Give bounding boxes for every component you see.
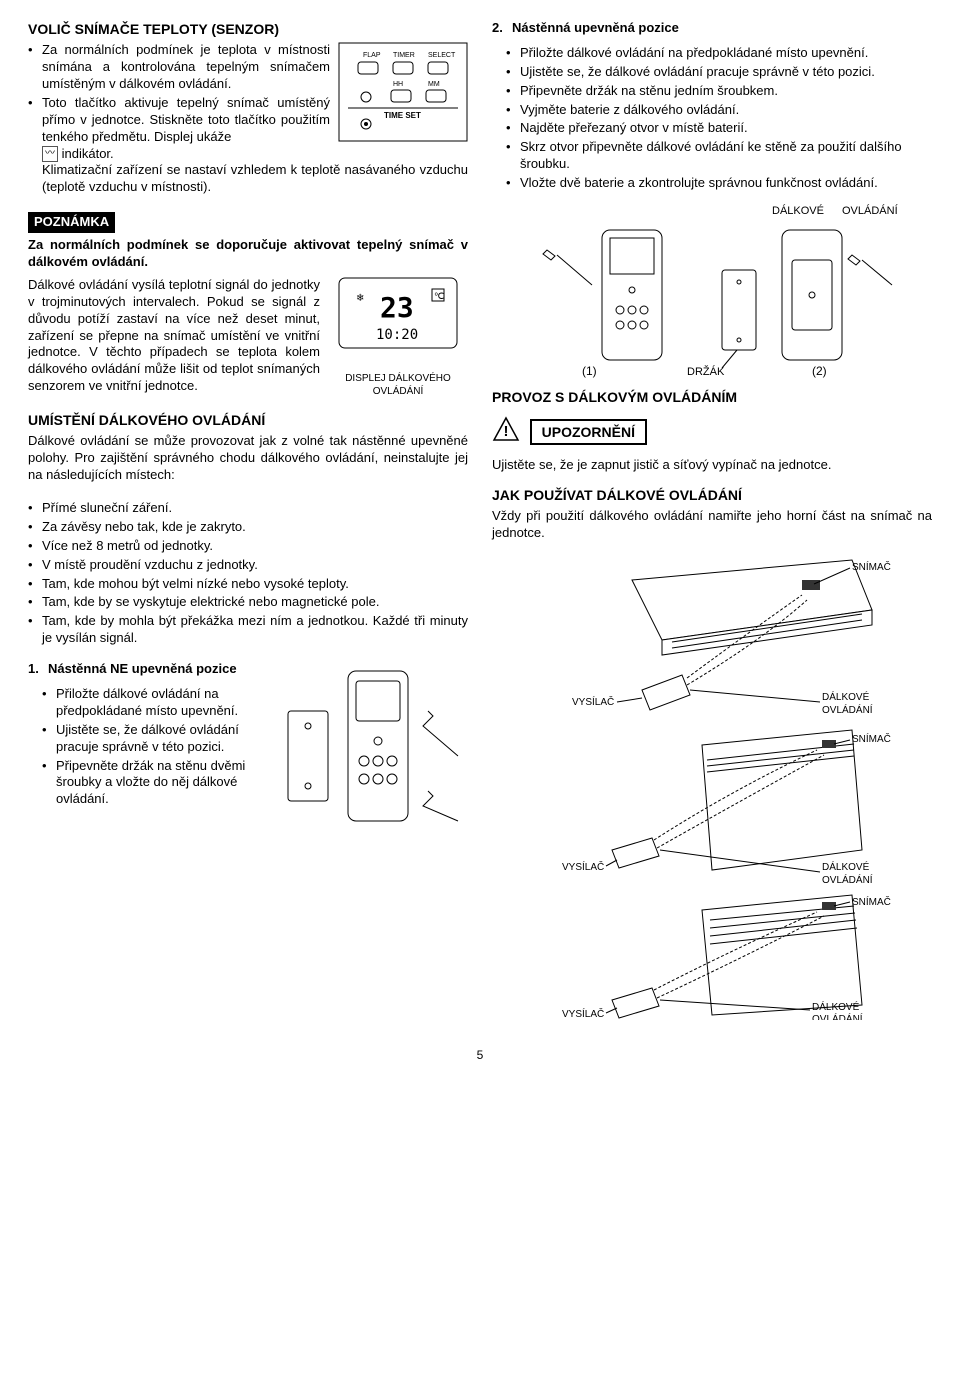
pos2-item: Vložte dvě baterie a zkontrolujte správn… (506, 175, 932, 192)
svg-text:VYSÍLAČ: VYSÍLAČ (562, 860, 604, 873)
placement-item: Za závěsy nebo tak, kde je zakryto. (28, 519, 468, 536)
svg-text:℃: ℃ (434, 291, 444, 301)
svg-text:DÁLKOVÉ: DÁLKOVÉ (822, 860, 870, 873)
pos2-item: Vyjměte baterie z dálkového ovládání. (506, 102, 932, 119)
placement-item: Přímé sluneční záření. (28, 500, 468, 517)
pos1-item: Přiložte dálkové ovládání na předpokláda… (42, 686, 468, 720)
right-column: 2. Nástěnná upevněná pozice Přiložte dál… (492, 20, 932, 1028)
intro-item: Za normálních podmínek je teplota v míst… (28, 42, 468, 93)
svg-text:SNÍMAČ: SNÍMAČ (852, 732, 891, 745)
placement-item: Tam, kde by se vyskytuje elektrické nebo… (28, 594, 468, 611)
svg-text:OVLÁDÁNÍ: OVLÁDÁNÍ (822, 873, 873, 886)
svg-text:❄: ❄ (356, 293, 364, 304)
svg-text:(2): (2) (812, 364, 827, 378)
pos1-item: Ujistěte se, že dálkové ovládání pracuje… (42, 722, 468, 756)
dalkove-label: DÁLKOVÉ (772, 204, 824, 217)
remote-bracket-diagram: DÁLKOVÉ OVLÁDÁNÍ (1) DRŽÁK (2) (522, 200, 902, 380)
svg-text:OVLÁDÁNÍ: OVLÁDÁNÍ (812, 1012, 863, 1020)
svg-text:DRŽÁK: DRŽÁK (687, 365, 725, 378)
pos2-item: Ujistěte se, že dálkové ovládání pracuje… (506, 64, 932, 81)
poznamka-label: POZNÁMKA (28, 212, 115, 233)
upozorneni-label: UPOZORNĚNÍ (530, 419, 647, 445)
svg-text:SNÍMAČ: SNÍMAČ (852, 895, 891, 908)
placement-item: Tam, kde by mohla být překážka mezi ním … (28, 613, 468, 647)
intro-item: Toto tlačítko aktivuje tepelný snímač um… (28, 95, 468, 196)
left-column: VOLIČ SNÍMAČE TEPLOTY (SENZOR) FLAP TIME… (28, 20, 468, 1028)
svg-text:(1): (1) (582, 364, 597, 378)
intro-list: Za normálních podmínek je teplota v míst… (28, 42, 468, 196)
placement-item: Tam, kde mohou být velmi nízké nebo vyso… (28, 576, 468, 593)
svg-text:VYSÍLAČ: VYSÍLAČ (572, 695, 614, 708)
position2-items: Přiložte dálkové ovládání na předpokláda… (506, 45, 932, 192)
svg-text:SNÍMAČ: SNÍMAČ (852, 560, 891, 573)
svg-text:DÁLKOVÉ: DÁLKOVÉ (812, 1000, 860, 1013)
placement-text: Dálkové ovládání se může provozovat jak … (28, 433, 468, 484)
pos1-item: Připevněte držák na stěnu dvěmi šroubky … (42, 758, 468, 809)
pos2-item: Najděte přeřezaný otvor v místě baterií. (506, 120, 932, 137)
svg-text:VYSÍLAČ: VYSÍLAČ (562, 1007, 604, 1020)
section-title-volic: VOLIČ SNÍMAČE TEPLOTY (SENZOR) (28, 20, 468, 38)
provoz-title: PROVOZ S DÁLKOVÝM OVLÁDÁNÍM (492, 388, 932, 406)
placement-item: V místě proudění vzduchu z jednotky. (28, 557, 468, 574)
placement-title: UMÍSTĚNÍ DÁLKOVÉHO OVLÁDÁNÍ (28, 411, 468, 429)
pos2-item: Přiložte dálkové ovládání na předpokláda… (506, 45, 932, 62)
ovladani-label: OVLÁDÁNÍ (842, 204, 899, 217)
snimac-diagram: SNÍMAČ VYSÍLAČ DÁLKOVÉ OVLÁDÁNÍ SNÍMAČ V… (512, 550, 912, 1020)
svg-text:10:20: 10:20 (376, 327, 418, 343)
position1-title: 1. Nástěnná NE upevněná pozice (28, 661, 468, 678)
svg-text:OVLÁDÁNÍ: OVLÁDÁNÍ (822, 703, 873, 716)
page-number: 5 (28, 1048, 932, 1064)
indicator-icon: 〰 (42, 146, 58, 162)
placement-item: Více než 8 metrů od jednotky. (28, 538, 468, 555)
remote-display-diagram: ❄ 23 ℃ 10:20 DISPLEJ DÁLKOVÉHO OVLÁDÁNÍ (328, 277, 468, 398)
jistic-text: Ujistěte se, že je zapnut jistič a síťov… (492, 457, 932, 474)
svg-text:!: ! (504, 423, 509, 440)
warning-icon: ! (492, 416, 520, 447)
jak-text: Vždy při použití dálkového ovládání nami… (492, 508, 932, 542)
pos2-item: Skrz otvor připevněte dálkové ovládání k… (506, 139, 932, 173)
jak-title: JAK POUŽÍVAT DÁLKOVÉ OVLÁDÁNÍ (492, 486, 932, 504)
placement-list: Přímé sluneční záření. Za závěsy nebo ta… (28, 500, 468, 647)
poznamka-text: Za normálních podmínek se doporučuje akt… (28, 237, 468, 271)
svg-text:23: 23 (380, 291, 414, 324)
position2-list: 2. Nástěnná upevněná pozice (492, 20, 932, 37)
position1-items: Přiložte dálkové ovládání na předpokláda… (42, 686, 468, 808)
pos2-item: Připevněte držák na stěnu jedním šroubke… (506, 83, 932, 100)
position2-title: 2. Nástěnná upevněná pozice (492, 20, 932, 37)
svg-text:DÁLKOVÉ: DÁLKOVÉ (822, 690, 870, 703)
position1-list: 1. Nástěnná NE upevněná pozice (28, 661, 468, 678)
